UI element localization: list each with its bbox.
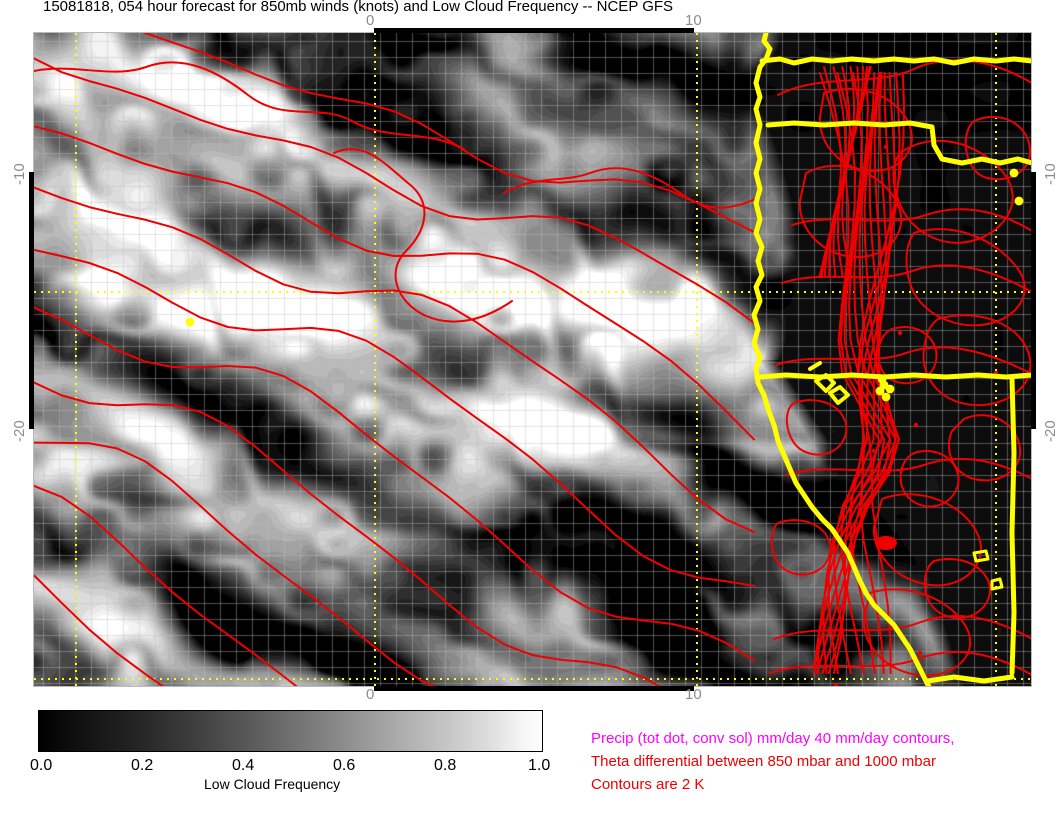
colorbar-tick-4: 0.8 (434, 757, 457, 774)
axis-band-right (1031, 172, 1036, 429)
axis-band-bottom (374, 686, 694, 691)
map-legend: Precip (tot dot, conv sol) mm/day 40 mm/… (591, 727, 954, 796)
colorbar-tick-0: 0.0 (30, 757, 53, 774)
ytick-left-minus10: -10 (11, 163, 28, 185)
colorbar-tick-1: 0.2 (131, 757, 154, 774)
ytick-left-minus20: -20 (11, 420, 28, 442)
precipitation-markers (185, 168, 1024, 402)
xtick-bottom-0: 0 (366, 686, 375, 703)
xtick-bottom-10: 10 (685, 686, 702, 703)
coastline-borders (751, 33, 1031, 686)
legend-contour-line: Contours are 2 K (591, 776, 705, 793)
colorbar-tick-2: 0.4 (232, 757, 255, 774)
ytick-right-minus20: -20 (1042, 420, 1056, 442)
legend-precip-line: Precip (tot dot, conv sol) mm/day 40 mm/… (591, 730, 955, 747)
axis-band-top (374, 28, 694, 33)
legend-theta-line: Theta differential between 850 mbar and … (591, 753, 936, 770)
wind-barbs-850mb (34, 33, 1032, 687)
theta-differential-contours (34, 33, 1031, 686)
forecast-map-plot[interactable] (33, 32, 1032, 687)
page-title: 15081818, 054 hour forecast for 850mb wi… (43, 0, 674, 15)
axis-band-left (29, 172, 34, 429)
colorbar-tick-3: 0.6 (333, 757, 356, 774)
xtick-top-10: 10 (685, 12, 702, 29)
colorbar-tick-5: 1.0 (528, 757, 551, 774)
low-cloud-frequency-colorbar (38, 710, 543, 752)
ytick-right-minus10: -10 (1042, 163, 1056, 185)
xtick-top-0: 0 (366, 12, 375, 29)
colorbar-caption: Low Cloud Frequency (204, 776, 341, 792)
